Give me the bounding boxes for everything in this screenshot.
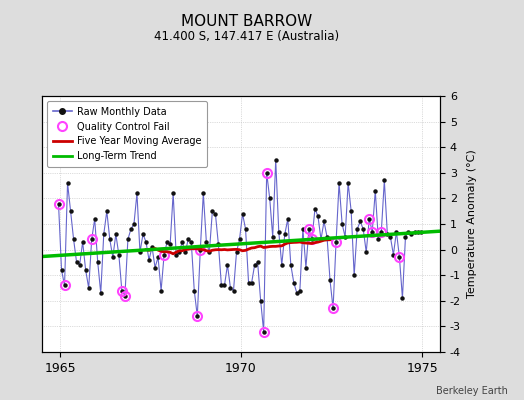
Text: 41.400 S, 147.417 E (Australia): 41.400 S, 147.417 E (Australia) xyxy=(154,30,339,43)
Legend: Raw Monthly Data, Quality Control Fail, Five Year Moving Average, Long-Term Tren: Raw Monthly Data, Quality Control Fail, … xyxy=(47,101,208,167)
Text: Berkeley Earth: Berkeley Earth xyxy=(436,386,508,396)
Y-axis label: Temperature Anomaly (°C): Temperature Anomaly (°C) xyxy=(466,150,476,298)
Text: MOUNT BARROW: MOUNT BARROW xyxy=(181,14,312,29)
